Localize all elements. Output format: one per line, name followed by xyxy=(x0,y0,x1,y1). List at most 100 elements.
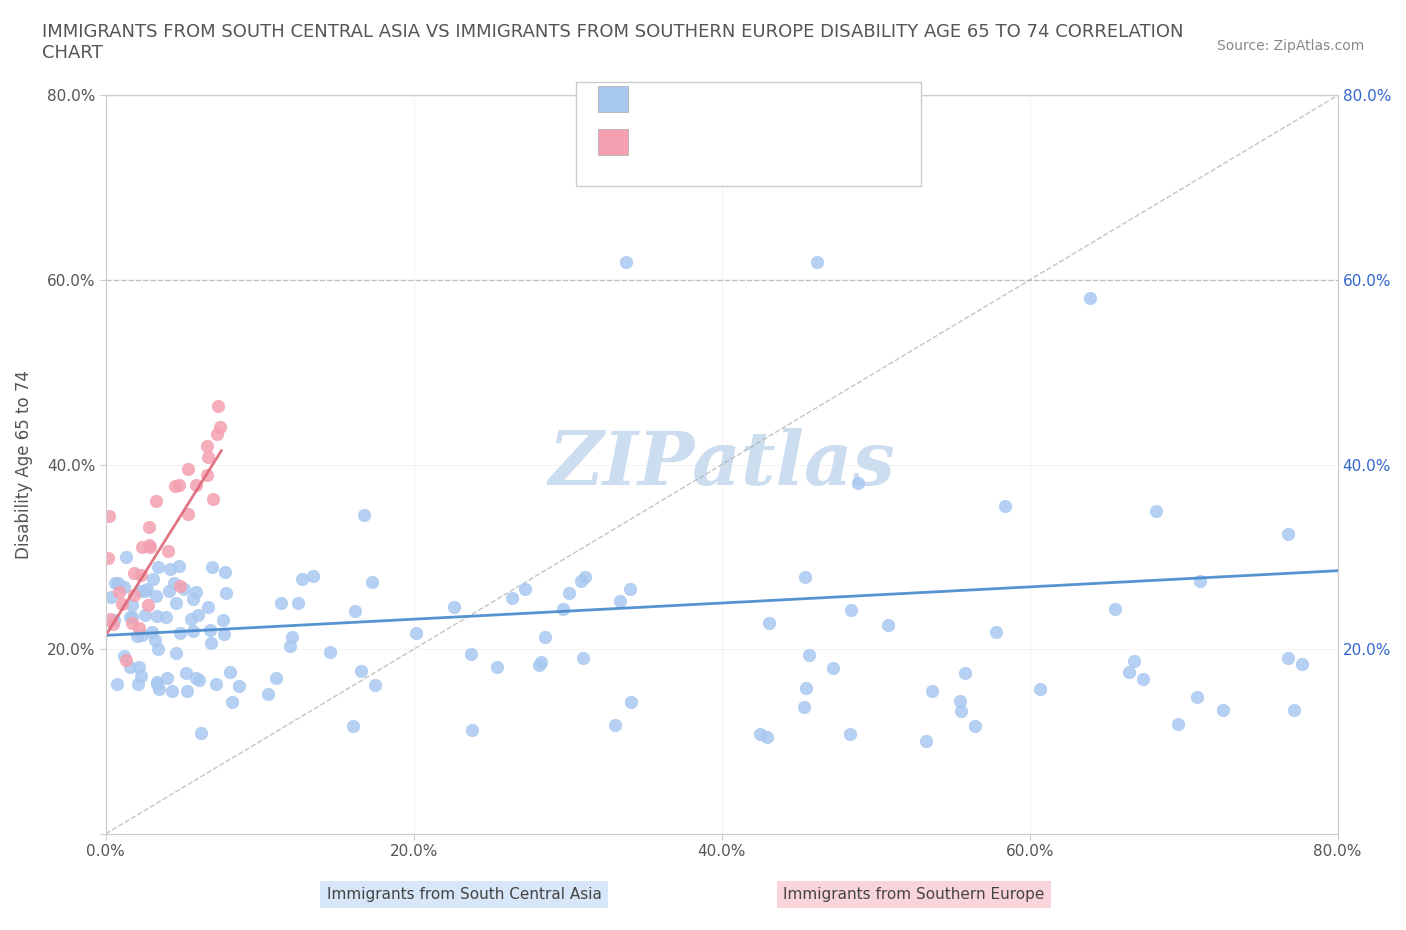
Point xyxy=(148,641,170,656)
Point xyxy=(162,576,184,591)
Point xyxy=(129,567,152,582)
Point xyxy=(143,632,166,647)
Point xyxy=(794,681,817,696)
Point xyxy=(165,645,187,660)
Point xyxy=(128,621,150,636)
Point xyxy=(1277,651,1299,666)
Point xyxy=(553,602,575,617)
Point xyxy=(515,582,537,597)
Point xyxy=(921,684,943,698)
Point xyxy=(758,615,780,630)
Point xyxy=(460,646,482,661)
Point xyxy=(145,675,167,690)
Point xyxy=(112,648,135,663)
Point xyxy=(186,671,208,685)
Point xyxy=(756,730,779,745)
Point xyxy=(1291,657,1313,671)
Point xyxy=(1185,690,1208,705)
Point xyxy=(605,718,627,733)
Point xyxy=(823,660,845,675)
Point xyxy=(118,609,141,624)
Text: R =  0.110   N = 135: R = 0.110 N = 135 xyxy=(637,89,839,108)
Point xyxy=(209,420,232,435)
Point xyxy=(107,576,129,591)
Point xyxy=(176,684,198,698)
Point xyxy=(118,659,141,674)
Point xyxy=(184,478,207,493)
Point xyxy=(207,398,229,413)
Point xyxy=(215,585,238,600)
Point xyxy=(127,676,149,691)
Point xyxy=(180,612,202,627)
Point xyxy=(1078,291,1101,306)
Point xyxy=(114,652,136,667)
Point xyxy=(131,627,153,642)
Point xyxy=(1123,654,1146,669)
Point xyxy=(1167,717,1189,732)
Point xyxy=(748,727,770,742)
Point xyxy=(139,540,162,555)
Point xyxy=(105,676,128,691)
Point xyxy=(280,630,302,644)
Point xyxy=(129,669,152,684)
Point xyxy=(350,663,373,678)
Point xyxy=(915,733,938,748)
Point xyxy=(343,603,366,618)
Text: R =  0.335   N =  32: R = 0.335 N = 32 xyxy=(637,133,834,152)
Point xyxy=(111,597,134,612)
Point xyxy=(146,608,169,623)
Text: Source: ZipAtlas.com: Source: ZipAtlas.com xyxy=(1216,39,1364,53)
Point xyxy=(984,624,1007,639)
Point xyxy=(846,475,869,490)
Point xyxy=(124,565,146,580)
Point xyxy=(949,704,972,719)
Point xyxy=(169,626,191,641)
Point xyxy=(108,584,131,599)
Point xyxy=(125,629,148,644)
Point xyxy=(97,551,120,565)
Point xyxy=(876,618,898,632)
Point xyxy=(212,612,235,627)
Point xyxy=(128,659,150,674)
Point xyxy=(141,625,163,640)
Point xyxy=(486,660,509,675)
Point xyxy=(1282,702,1305,717)
Text: Immigrants from Southern Europe: Immigrants from Southern Europe xyxy=(783,887,1045,902)
Point xyxy=(353,508,375,523)
Point xyxy=(101,617,124,631)
Point xyxy=(301,569,323,584)
Point xyxy=(98,611,121,626)
Point xyxy=(195,438,218,453)
Point xyxy=(157,544,180,559)
Point xyxy=(134,583,156,598)
Point xyxy=(177,506,200,521)
Point xyxy=(173,581,195,596)
Point xyxy=(205,427,228,442)
Point xyxy=(405,626,427,641)
Point xyxy=(256,687,278,702)
Point xyxy=(319,644,342,659)
Point xyxy=(530,654,553,669)
Point xyxy=(361,574,384,589)
Point xyxy=(142,572,165,587)
Point xyxy=(1144,503,1167,518)
Point xyxy=(839,603,862,618)
Point xyxy=(574,570,596,585)
Point xyxy=(145,589,167,604)
Point xyxy=(187,607,209,622)
Point xyxy=(145,494,167,509)
Point xyxy=(1104,602,1126,617)
Point xyxy=(287,595,309,610)
Point xyxy=(202,492,225,507)
Point xyxy=(1212,703,1234,718)
Point xyxy=(146,560,169,575)
Point xyxy=(114,550,136,565)
Point xyxy=(614,254,637,269)
Point xyxy=(98,509,121,524)
Point xyxy=(165,596,187,611)
Point xyxy=(838,726,860,741)
Point xyxy=(214,565,236,580)
Point xyxy=(177,461,200,476)
Text: IMMIGRANTS FROM SOUTH CENTRAL ASIA VS IMMIGRANTS FROM SOUTHERN EUROPE DISABILITY: IMMIGRANTS FROM SOUTH CENTRAL ASIA VS IM… xyxy=(42,23,1184,62)
Point xyxy=(190,726,212,741)
